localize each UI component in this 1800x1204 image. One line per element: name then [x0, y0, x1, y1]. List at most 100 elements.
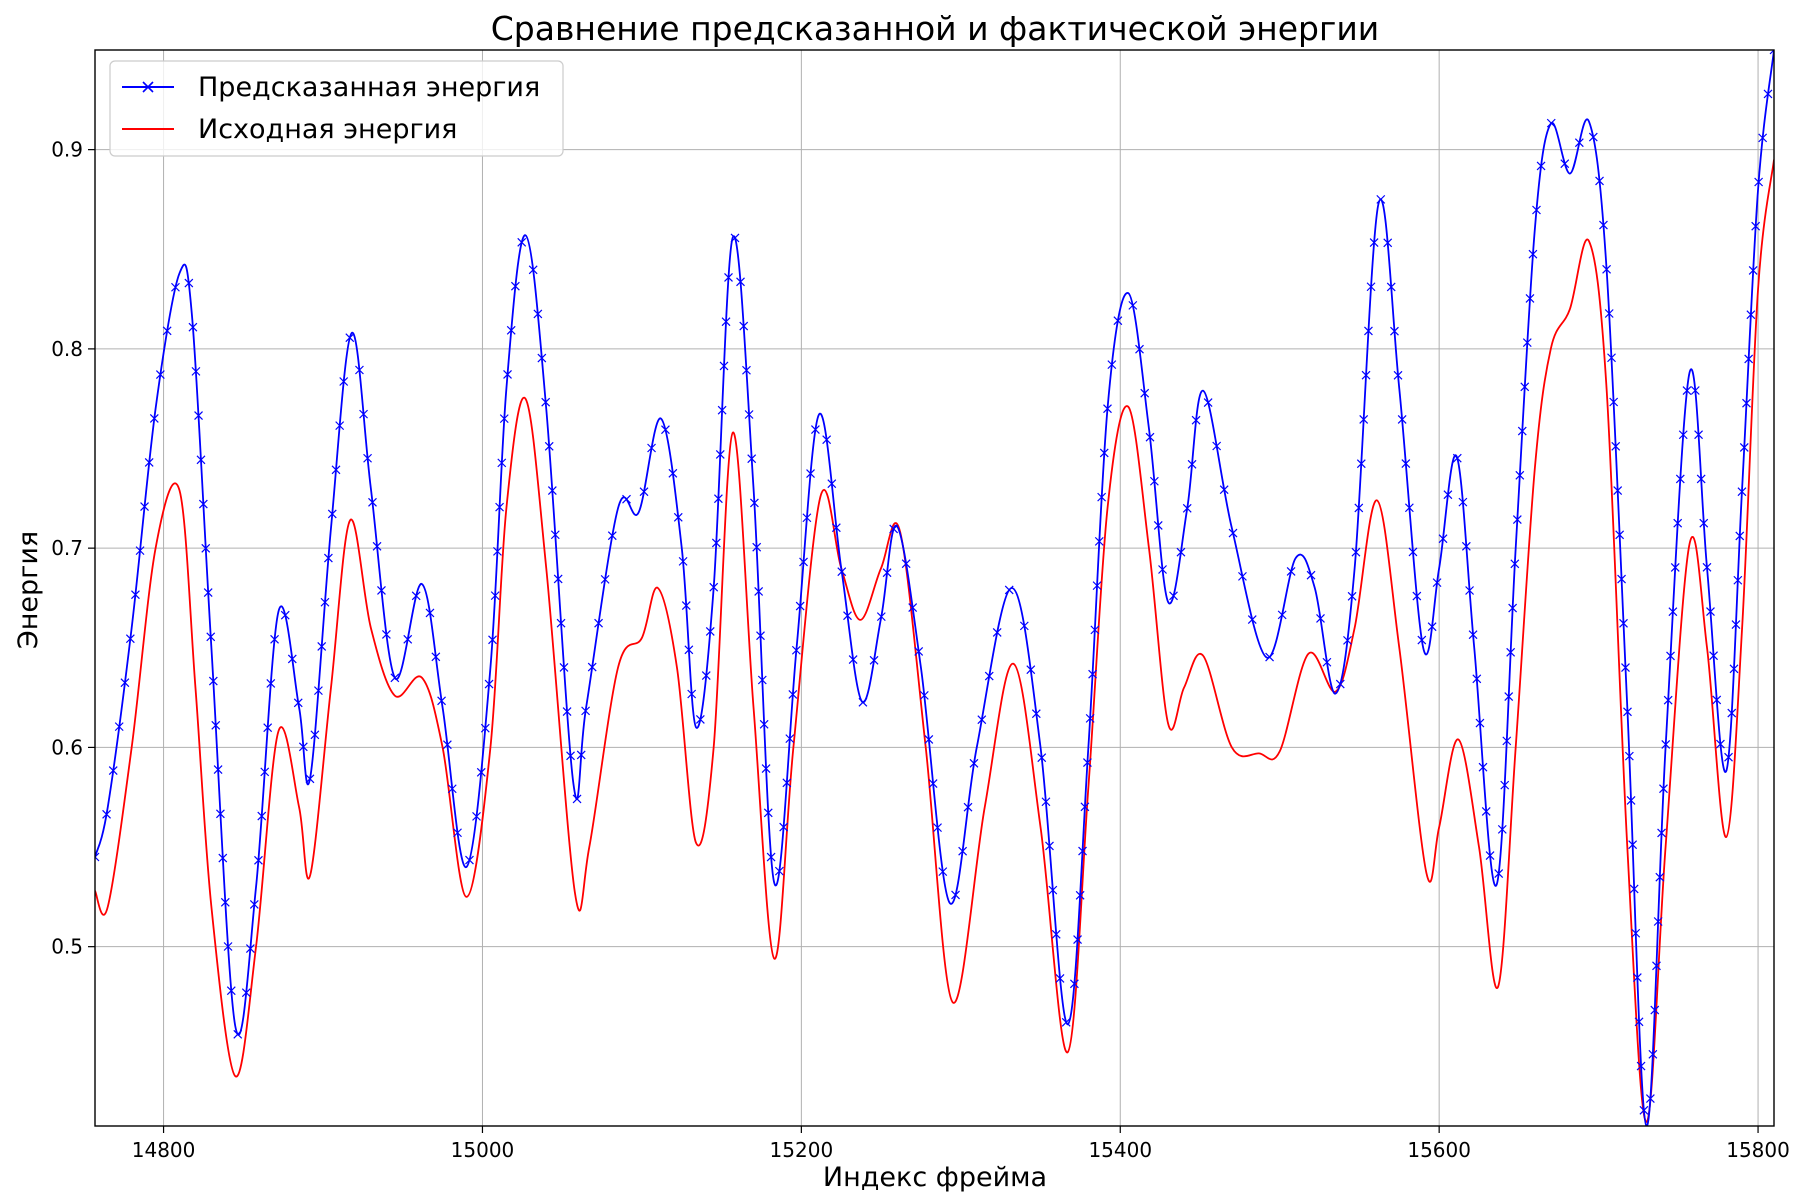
marker-predicted	[1361, 370, 1371, 380]
marker-predicted	[1075, 890, 1085, 900]
marker-predicted	[155, 370, 165, 379]
marker-predicted	[1412, 591, 1422, 601]
marker-predicted	[270, 634, 279, 644]
marker-predicted	[1203, 398, 1213, 407]
marker-predicted	[1609, 397, 1619, 407]
marker-predicted	[1393, 370, 1403, 380]
marker-predicted	[831, 523, 841, 533]
marker-predicted	[198, 499, 208, 509]
marker-predicted	[241, 988, 251, 998]
marker-predicted	[162, 326, 172, 336]
marker-predicted	[1763, 89, 1773, 99]
marker-predicted	[600, 574, 610, 584]
marker-predicted	[506, 325, 516, 335]
marker-predicted	[1051, 929, 1061, 939]
marker-predicted	[196, 455, 206, 465]
marker-predicted	[837, 567, 847, 577]
marker-predicted	[747, 454, 757, 464]
marker-predicted	[889, 524, 899, 534]
marker-predicted	[171, 282, 180, 292]
marker-predicted	[1099, 448, 1109, 458]
marker-predicted	[1729, 664, 1739, 674]
marker-predicted	[1351, 547, 1361, 557]
marker-predicted	[581, 706, 591, 716]
marker-predicted	[1356, 459, 1366, 469]
marker-predicted	[822, 435, 832, 445]
marker-predicted	[1611, 441, 1621, 451]
marker-predicted	[1061, 1017, 1071, 1027]
marker-predicted	[763, 808, 773, 818]
marker-predicted	[1670, 563, 1680, 572]
marker-predicted	[1497, 824, 1507, 834]
marker-predicted	[1510, 559, 1520, 569]
marker-predicted	[791, 645, 801, 655]
marker-predicted	[719, 361, 729, 371]
marker-predicted	[1073, 935, 1082, 944]
marker-predicted	[131, 590, 140, 600]
marker-predicted	[203, 588, 213, 598]
marker-predicted	[191, 366, 201, 376]
marker-predicted	[713, 494, 723, 504]
marker-predicted	[869, 655, 879, 665]
marker-predicted	[453, 828, 462, 838]
marker-predicted	[1335, 679, 1345, 689]
marker-predicted	[1632, 973, 1642, 982]
marker-predicted	[1408, 547, 1418, 557]
marker-predicted	[495, 502, 505, 512]
marker-predicted	[806, 469, 815, 479]
marker-predicted	[761, 764, 771, 773]
marker-predicted	[201, 543, 211, 553]
marker-predicted	[1401, 459, 1411, 469]
marker-predicted	[537, 353, 547, 363]
marker-predicted	[1758, 133, 1768, 143]
marker-predicted	[1082, 758, 1092, 768]
marker-predicted	[1666, 651, 1675, 661]
marker-predicted	[687, 689, 697, 699]
marker-predicted	[1494, 869, 1504, 878]
marker-predicted	[125, 634, 135, 644]
marker-predicted	[774, 866, 784, 876]
marker-predicted	[559, 662, 569, 672]
marker-predicted	[1706, 607, 1715, 616]
marker-predicted	[1219, 485, 1229, 495]
y-tick-label: 0.6	[51, 735, 83, 759]
marker-predicted	[1639, 1105, 1649, 1115]
marker-predicted	[1468, 630, 1478, 640]
marker-predicted	[924, 735, 934, 744]
marker-predicted	[958, 846, 968, 856]
marker-predicted	[756, 631, 765, 641]
marker-predicted	[1716, 739, 1725, 749]
marker-predicted	[788, 689, 798, 699]
marker-predicted	[673, 512, 683, 522]
marker-predicted	[1366, 282, 1376, 292]
marker-predicted	[668, 468, 678, 478]
chart-title: Сравнение предсказанной и фактической эн…	[491, 9, 1380, 48]
marker-predicted	[218, 853, 228, 863]
marker-predicted	[1748, 266, 1758, 275]
marker-predicted	[963, 802, 973, 812]
marker-predicted	[919, 690, 929, 700]
marker-predicted	[1472, 674, 1482, 684]
marker-predicted	[1187, 459, 1197, 469]
marker-predicted	[194, 411, 203, 421]
marker-predicted	[795, 601, 805, 611]
marker-predicted	[622, 494, 631, 504]
marker-predicted	[1343, 635, 1352, 645]
marker-predicted	[1080, 802, 1090, 812]
marker-predicted	[403, 634, 413, 644]
marker-predicted	[1458, 497, 1468, 507]
marker-predicted	[1626, 795, 1636, 805]
marker-predicted	[1369, 238, 1379, 247]
marker-predicted	[298, 742, 308, 752]
marker-predicted	[1145, 432, 1155, 442]
marker-predicted	[1532, 205, 1541, 215]
marker-predicted	[114, 722, 124, 732]
marker-predicted	[381, 630, 391, 639]
marker-predicted	[249, 899, 259, 909]
marker-predicted	[1386, 282, 1396, 292]
marker-predicted	[572, 794, 582, 804]
marker-predicted	[1502, 736, 1512, 746]
marker-predicted	[1158, 565, 1167, 574]
marker-predicted	[1696, 474, 1706, 484]
marker-predicted	[1247, 615, 1257, 625]
